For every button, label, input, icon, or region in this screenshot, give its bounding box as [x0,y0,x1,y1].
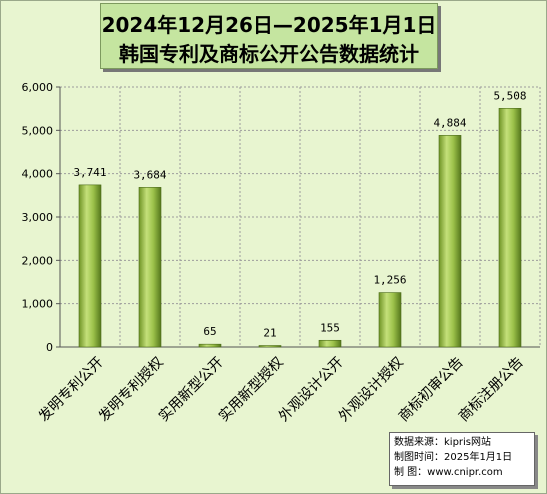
y-tick-label: 2,000 [22,254,54,267]
chart-title-line2: 韩国专利及商标公开公告数据统计 [119,42,419,66]
data-label: 65 [203,325,216,338]
source-line-date: 制图时间：2025年1月1日 [394,452,513,463]
y-tick-label: 4,000 [22,168,54,181]
data-label: 21 [263,327,276,340]
bar-4 [258,345,282,348]
bar-6 [378,292,402,348]
source-note: 数据来源：kipris网站 制图时间：2025年1月1日 制 图：www.cni… [389,432,535,486]
source-line-author: 制 图：www.cnipr.com [394,467,503,478]
data-label: 155 [320,321,340,334]
source-line-data: 数据来源：kipris网站 [394,437,492,448]
chart-title-line1: 2024年12月26日—2025年1月1日 [101,13,437,37]
data-label: 3,741 [73,166,106,179]
y-tick-label: 3,000 [22,211,54,224]
data-label: 3,684 [133,168,166,181]
y-tick-label: 0 [46,341,53,354]
data-label: 1,256 [373,274,406,287]
x-tick-label: 商标注册公告 [456,354,527,425]
y-tick-label: 1,000 [22,298,54,311]
y-tick-label: 5,000 [22,124,54,137]
chart-title-box: 2024年12月26日—2025年1月1日 韩国专利及商标公开公告数据统计 [100,3,438,69]
data-label: 5,508 [493,89,526,102]
bar-2 [138,187,162,348]
bar-3 [198,343,222,348]
y-tick-label: 6,000 [22,81,54,94]
data-label: 4,884 [433,116,466,129]
bar-7 [438,135,462,348]
bar-8 [498,108,522,348]
bar-1 [78,184,102,348]
bar-5 [318,339,342,348]
